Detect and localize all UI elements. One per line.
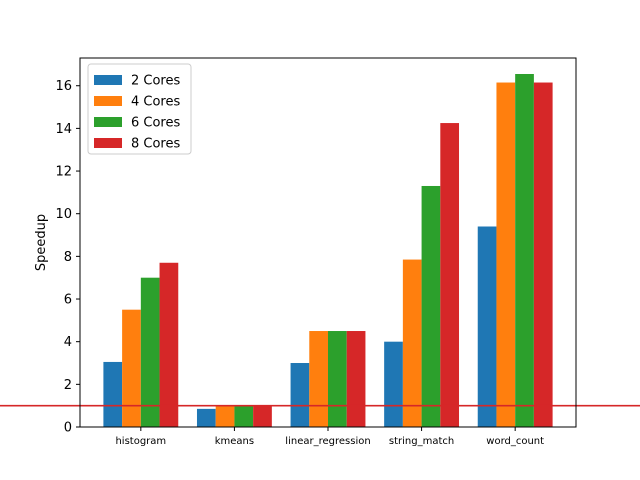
- bar-kmeans-series-1: [196, 408, 216, 427]
- legend: 2 Cores 4 Cores 6 Cores 8 Cores: [87, 63, 192, 155]
- bar-word_count-series-2: [496, 82, 516, 427]
- y-tick-label: 12: [55, 165, 72, 180]
- bar-string_match-series-4: [440, 123, 460, 427]
- bar-linear_regression-series-1: [290, 363, 310, 427]
- legend-label-2: 4 Cores: [131, 95, 180, 110]
- bar-histogram-series-1: [103, 361, 123, 427]
- bar-histogram-series-3: [140, 277, 160, 427]
- x-axis: histogram kmeans linear_regression string_m…: [115, 427, 544, 447]
- bar-string_match-series-2: [402, 259, 422, 427]
- y-axis-label: Speedup: [34, 214, 49, 271]
- bar-kmeans-series-3: [234, 405, 254, 427]
- y-tick-label: 4: [64, 335, 72, 350]
- legend-label-3: 6 Cores: [131, 116, 180, 131]
- bar-histogram-series-2: [122, 309, 141, 427]
- legend-swatch-2: [94, 96, 122, 106]
- bar-word_count-series-1: [477, 226, 497, 427]
- x-tick-label-kmeans: kmeans: [215, 436, 254, 447]
- bar-linear_regression-series-2: [309, 331, 328, 427]
- y-tick-label: 8: [64, 250, 72, 265]
- y-axis: 0 2 4 6 8 10 12 14 16: [55, 79, 80, 436]
- y-tick-label: 2: [64, 378, 72, 393]
- y-tick-label: 14: [55, 122, 72, 137]
- y-tick-label: 10: [55, 207, 72, 222]
- legend-swatch-3: [94, 117, 122, 127]
- bar-string_match-series-1: [384, 341, 403, 427]
- x-tick-label-word_count: word_count: [486, 436, 544, 447]
- x-tick-label-linear_regression: linear_regression: [285, 436, 370, 447]
- bar-kmeans-series-2: [215, 405, 235, 427]
- bar-string_match-series-3: [421, 185, 441, 427]
- legend-label-4: 8 Cores: [131, 137, 180, 152]
- bar-histogram-series-4: [159, 262, 179, 427]
- y-tick-label: 0: [64, 421, 72, 436]
- bars-layer: [103, 73, 553, 428]
- bar-kmeans-series-4: [253, 405, 272, 427]
- bar-word_count-series-4: [533, 82, 553, 427]
- y-tick-label: 16: [55, 79, 72, 94]
- legend-box: [87, 63, 192, 155]
- y-tick-label: 6: [64, 293, 72, 308]
- x-tick-label-histogram: histogram: [115, 436, 166, 447]
- x-tick-label-string_match: string_match: [389, 436, 454, 447]
- bar-linear_regression-series-4: [346, 331, 366, 427]
- bar-linear_regression-series-3: [328, 331, 347, 427]
- legend-label-1: 2 Cores: [131, 74, 180, 89]
- legend-swatch-1: [94, 75, 122, 85]
- bar-word_count-series-3: [515, 73, 534, 428]
- legend-swatch-4: [94, 138, 122, 148]
